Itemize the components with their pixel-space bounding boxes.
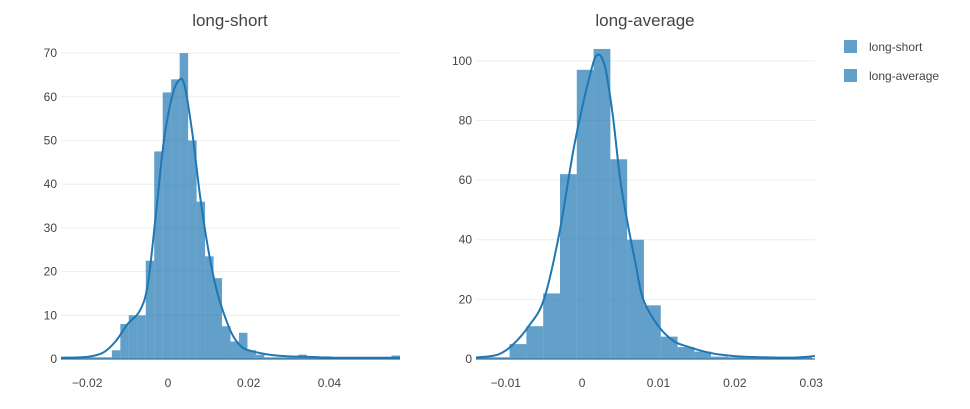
y-tick-label: 20 (459, 292, 473, 306)
bars (61, 53, 400, 359)
histogram-bar[interactable] (509, 344, 527, 359)
histogram-bar[interactable] (643, 305, 661, 359)
histogram-bar[interactable] (576, 69, 594, 360)
histogram-bar[interactable] (111, 350, 121, 359)
histogram-bar[interactable] (188, 140, 197, 359)
y-tick-label: 60 (459, 173, 473, 187)
histogram-bar[interactable] (677, 347, 695, 359)
histogram-bar[interactable] (627, 239, 644, 359)
histogram-bar[interactable] (154, 151, 163, 359)
x-tick-label: 0.02 (723, 376, 747, 390)
histogram-bar[interactable] (264, 357, 273, 359)
legend-item-long-short[interactable]: long-short (844, 40, 923, 54)
y-tick-labels: 0 10 20 30 40 50 60 70 (44, 46, 58, 366)
kde-curve (475, 53, 816, 359)
histogram-bar[interactable] (711, 356, 728, 359)
chart-title-long-average: long-average (595, 11, 694, 30)
x-tick-label: 0 (579, 376, 586, 390)
x-tick-label: −0.02 (72, 376, 103, 390)
histogram-bar[interactable] (526, 326, 544, 359)
y-tick-labels: 0 20 40 60 80 100 (452, 54, 472, 366)
histogram-bar[interactable] (213, 278, 223, 359)
histogram-bar[interactable] (255, 354, 265, 359)
histogram-bar[interactable] (196, 201, 206, 359)
legend-label: long-average (869, 69, 939, 83)
histogram-bar[interactable] (281, 357, 290, 359)
y-tick-label: 30 (44, 221, 58, 235)
x-tick-label: −0.01 (491, 376, 522, 390)
legend: long-short long-average (844, 40, 939, 83)
subplot-long-average: long-average −0.01 0 0.01 0.02 0.03 0 20 40 60 8… (452, 11, 823, 390)
legend-swatch (844, 40, 857, 53)
histogram-bar[interactable] (492, 357, 510, 359)
x-tick-labels: −0.02 0 0.02 0.04 (72, 376, 341, 390)
histogram-bar[interactable] (610, 159, 628, 359)
y-tick-label: 100 (452, 54, 472, 68)
histogram-bar[interactable] (795, 357, 812, 359)
histogram-bar[interactable] (137, 315, 146, 359)
y-tick-label: 80 (459, 113, 473, 127)
subplot-long-short: long-short −0.02 0 0.02 0.04 0 10 20 30 40 50 60 7… (44, 11, 400, 390)
y-tick-label: 0 (50, 352, 57, 366)
x-tick-label: 0.02 (237, 376, 261, 390)
histogram-bar[interactable] (559, 174, 577, 359)
y-tick-label: 50 (44, 134, 58, 148)
gridlines (61, 52, 400, 360)
kde-line (60, 77, 400, 359)
y-tick-label: 20 (44, 265, 58, 279)
x-tick-label: 0.01 (647, 376, 671, 390)
legend-item-long-average[interactable]: long-average (844, 69, 939, 83)
kde-line (475, 53, 816, 359)
y-tick-label: 0 (465, 352, 472, 366)
histogram-bar[interactable] (761, 358, 779, 359)
legend-label: long-short (869, 40, 923, 54)
histogram-bar[interactable] (543, 293, 560, 359)
histogram-bar[interactable] (86, 357, 95, 359)
histogram-bar[interactable] (179, 53, 189, 359)
histogram-bar[interactable] (727, 357, 745, 359)
x-tick-label: 0 (165, 376, 172, 390)
x-tick-label: 0.03 (800, 376, 824, 390)
x-tick-labels: −0.01 0 0.01 0.02 0.03 (491, 376, 824, 390)
histogram-bar[interactable] (103, 357, 112, 359)
histogram-bar[interactable] (145, 260, 155, 359)
histogram-bar[interactable] (593, 48, 611, 360)
histogram-bar[interactable] (120, 324, 129, 359)
y-tick-label: 60 (44, 90, 58, 104)
histogram-bar[interactable] (171, 79, 180, 359)
chart-title-long-short: long-short (192, 11, 268, 30)
bars (476, 48, 812, 360)
x-tick-label: 0.04 (318, 376, 342, 390)
histogram-bar[interactable] (660, 336, 678, 359)
histogram-bar[interactable] (230, 341, 239, 359)
y-tick-label: 40 (459, 233, 473, 247)
histogram-bar[interactable] (222, 326, 231, 359)
histogram-bar[interactable] (476, 357, 493, 359)
histogram-bar[interactable] (247, 350, 256, 359)
kde-curve (60, 77, 400, 359)
histogram-bar[interactable] (744, 357, 762, 359)
histogram-bar[interactable] (94, 357, 104, 359)
histogram-bar[interactable] (694, 351, 712, 359)
y-tick-label: 70 (44, 46, 58, 60)
histogram-bar[interactable] (128, 315, 138, 359)
y-tick-label: 10 (44, 308, 58, 322)
histogram-bar[interactable] (162, 92, 172, 359)
histogram-bar[interactable] (289, 357, 299, 359)
y-tick-label: 40 (44, 177, 58, 191)
histogram-bar[interactable] (272, 357, 282, 359)
histogram-bar[interactable] (205, 256, 214, 359)
histogram-bar[interactable] (238, 332, 248, 359)
legend-swatch (844, 69, 857, 82)
